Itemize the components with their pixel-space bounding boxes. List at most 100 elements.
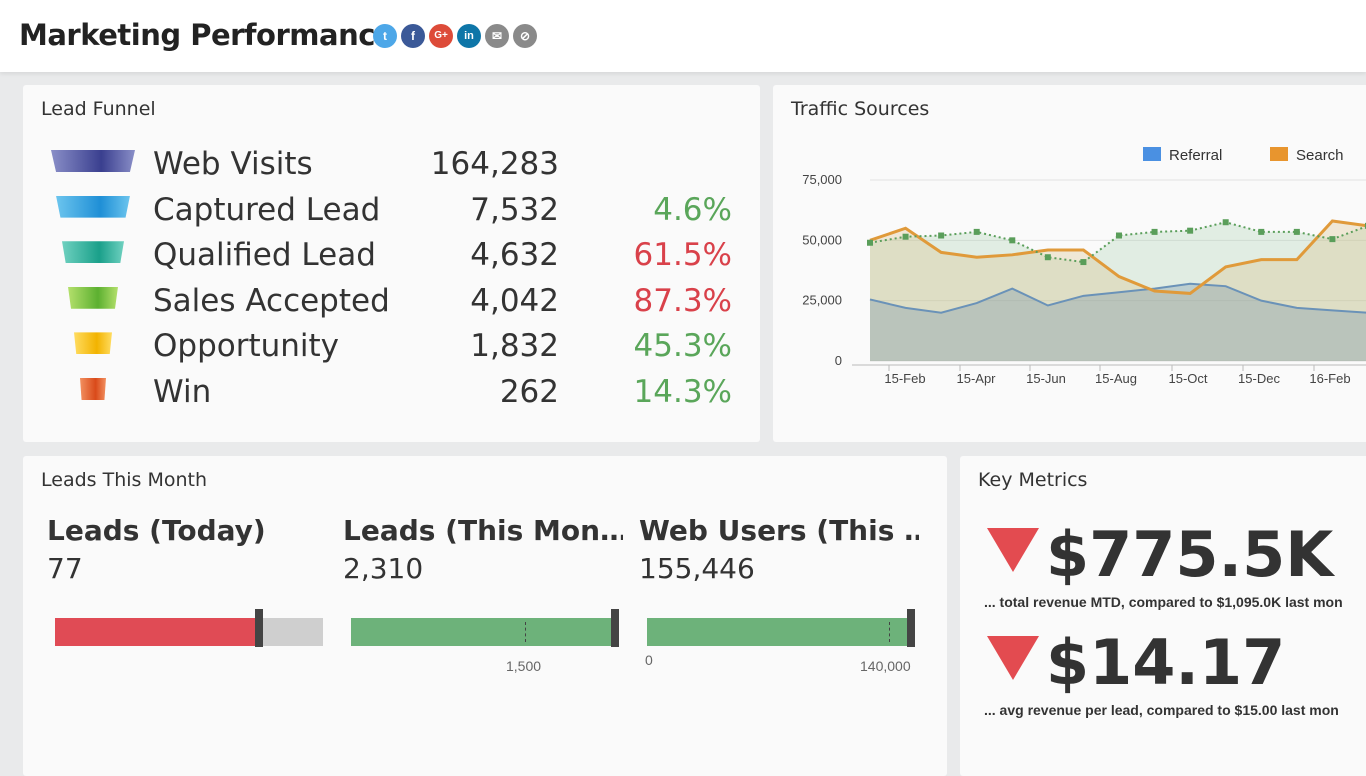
link-icon[interactable]: ⊘ bbox=[513, 24, 537, 48]
series-point bbox=[1222, 219, 1229, 226]
funnel-stage-label: Web Visits bbox=[153, 146, 313, 182]
legend-label: Referral bbox=[1169, 147, 1222, 164]
bullet-bar-target bbox=[254, 609, 263, 647]
key-metrics-panel: Key Metrics $775.5K ... total revenue MTD… bbox=[960, 456, 1366, 776]
x-tick-label: 15-Oct bbox=[1168, 371, 1207, 386]
funnel-stage-percent: 87.3% bbox=[633, 282, 732, 319]
y-tick-label: 0 bbox=[835, 353, 842, 368]
series-point bbox=[1044, 254, 1051, 261]
series-point bbox=[1293, 228, 1300, 235]
google-plus-icon[interactable]: G+ bbox=[429, 24, 453, 48]
funnel-stage-icon bbox=[68, 286, 118, 309]
kpi-block: Leads (This Mon… 2,310 bbox=[343, 514, 623, 585]
funnel-stage-value: 1,832 bbox=[470, 328, 559, 365]
social-share-bar: t f G+ in ✉ ⊘ bbox=[373, 24, 537, 48]
series-area bbox=[870, 221, 1366, 361]
x-tick-label: 15-Dec bbox=[1238, 371, 1280, 386]
bullet-bar-target bbox=[611, 609, 619, 647]
metric-value: $14.17 bbox=[1046, 626, 1286, 699]
x-tick-label: 15-Apr bbox=[956, 371, 996, 386]
funnel-stage-icon bbox=[51, 150, 135, 172]
funnel-row: Qualified Lead 4,632 61.5% bbox=[23, 235, 760, 279]
funnel-stage-value: 7,532 bbox=[470, 191, 559, 228]
bullet-bar-target bbox=[907, 609, 915, 647]
kpi-label: Web Users (This … bbox=[639, 514, 919, 547]
x-tick-label: 15-Aug bbox=[1095, 371, 1137, 386]
series-point bbox=[1151, 228, 1158, 235]
panel-title: Traffic Sources bbox=[791, 98, 930, 120]
funnel-stage-icon bbox=[56, 195, 130, 218]
series-point bbox=[1115, 232, 1122, 239]
series-point bbox=[1009, 237, 1016, 244]
bullet-bar-fill bbox=[647, 618, 915, 646]
metric-caption: ... avg revenue per lead, compared to $1… bbox=[984, 702, 1339, 718]
bullet-bar-fill bbox=[55, 618, 259, 646]
legend-label: Search bbox=[1296, 147, 1344, 164]
legend-swatch bbox=[1270, 147, 1288, 161]
kpi-value: 2,310 bbox=[343, 552, 424, 585]
funnel-row: Sales Accepted 4,042 87.3% bbox=[23, 281, 760, 325]
series-point bbox=[1258, 228, 1265, 235]
kpi-block: Leads (Today) 77 bbox=[47, 514, 327, 585]
funnel-stage-value: 164,283 bbox=[430, 146, 559, 182]
series-point bbox=[1080, 259, 1087, 266]
email-icon[interactable]: ✉ bbox=[485, 24, 509, 48]
funnel-stage-label: Sales Accepted bbox=[153, 282, 390, 319]
funnel-row: Win 262 14.3% bbox=[23, 372, 760, 416]
trend-down-icon bbox=[987, 636, 1039, 680]
funnel-row: Web Visits 164,283 bbox=[23, 144, 760, 188]
funnel-stage-percent: 4.6% bbox=[653, 191, 732, 228]
y-tick-label: 50,000 bbox=[802, 232, 842, 247]
page-title: Marketing Performance bbox=[19, 18, 395, 52]
panel-title: Key Metrics bbox=[978, 469, 1088, 491]
y-tick-label: 25,000 bbox=[802, 293, 842, 308]
funnel-stage-percent: 61.5% bbox=[633, 237, 732, 274]
panel-title: Lead Funnel bbox=[41, 98, 156, 120]
x-tick-label: 16-Feb bbox=[1309, 371, 1350, 386]
kpi-value: 77 bbox=[47, 552, 83, 585]
funnel-stage-icon bbox=[80, 378, 106, 400]
funnel-stage-percent: 14.3% bbox=[633, 374, 732, 410]
scale-label: 1,500 bbox=[506, 658, 542, 674]
funnel-stage-icon bbox=[74, 332, 112, 355]
bullet-bar-fill bbox=[351, 618, 619, 646]
funnel-stage-value: 262 bbox=[499, 374, 559, 410]
traffic-chart: 0 25,000 50,000 75,000 15-Feb 15-Apr 15-Jun 15-… bbox=[802, 147, 1366, 386]
series-point bbox=[973, 228, 980, 235]
kpi-label: Leads (This Mon… bbox=[343, 514, 623, 547]
bullet-bar-tick bbox=[525, 622, 526, 642]
funnel-stage-icon bbox=[62, 241, 124, 264]
metric-value: $775.5K bbox=[1046, 518, 1334, 591]
metric-caption: ... total revenue MTD, compared to $1,09… bbox=[984, 594, 1343, 610]
lead-funnel-panel: Lead Funnel Web Visits 164,283 Captured Le… bbox=[23, 85, 760, 442]
funnel-row: Opportunity 1,832 45.3% bbox=[23, 326, 760, 370]
traffic-sources-panel: Traffic Sources 0 25,000 50,000 75,000 15-Fe… bbox=[773, 85, 1366, 442]
series-point bbox=[938, 232, 945, 239]
scale-label: 0 bbox=[645, 652, 653, 668]
series-point bbox=[867, 239, 873, 246]
series-point bbox=[1329, 236, 1336, 243]
funnel-stage-label: Qualified Lead bbox=[153, 237, 376, 274]
funnel-stage-value: 4,632 bbox=[470, 237, 559, 274]
funnel-stage-label: Opportunity bbox=[153, 328, 340, 365]
page-header: Marketing Performance t f G+ in ✉ ⊘ bbox=[0, 0, 1366, 72]
kpi-block: Web Users (This … 155,446 bbox=[639, 514, 919, 585]
funnel-stage-value: 4,042 bbox=[470, 282, 559, 319]
kpi-value: 155,446 bbox=[639, 552, 755, 585]
series-area bbox=[870, 283, 1366, 361]
funnel-stage-percent: 45.3% bbox=[633, 328, 732, 365]
funnel-row: Captured Lead 7,532 4.6% bbox=[23, 190, 760, 234]
panel-title: Leads This Month bbox=[41, 469, 207, 491]
series-point bbox=[1187, 227, 1194, 234]
funnel-stage-label: Captured Lead bbox=[153, 191, 381, 228]
series-line bbox=[869, 282, 1366, 314]
linkedin-icon[interactable]: in bbox=[457, 24, 481, 48]
kpi-label: Leads (Today) bbox=[47, 514, 266, 547]
legend-swatch bbox=[1143, 147, 1161, 161]
bullet-bar-tick bbox=[889, 622, 890, 642]
leads-this-month-panel: Leads This Month Leads (Today) 77 Leads (T… bbox=[23, 456, 947, 776]
facebook-icon[interactable]: f bbox=[401, 24, 425, 48]
funnel-stage-label: Win bbox=[153, 374, 212, 410]
twitter-icon[interactable]: t bbox=[373, 24, 397, 48]
trend-down-icon bbox=[987, 528, 1039, 572]
